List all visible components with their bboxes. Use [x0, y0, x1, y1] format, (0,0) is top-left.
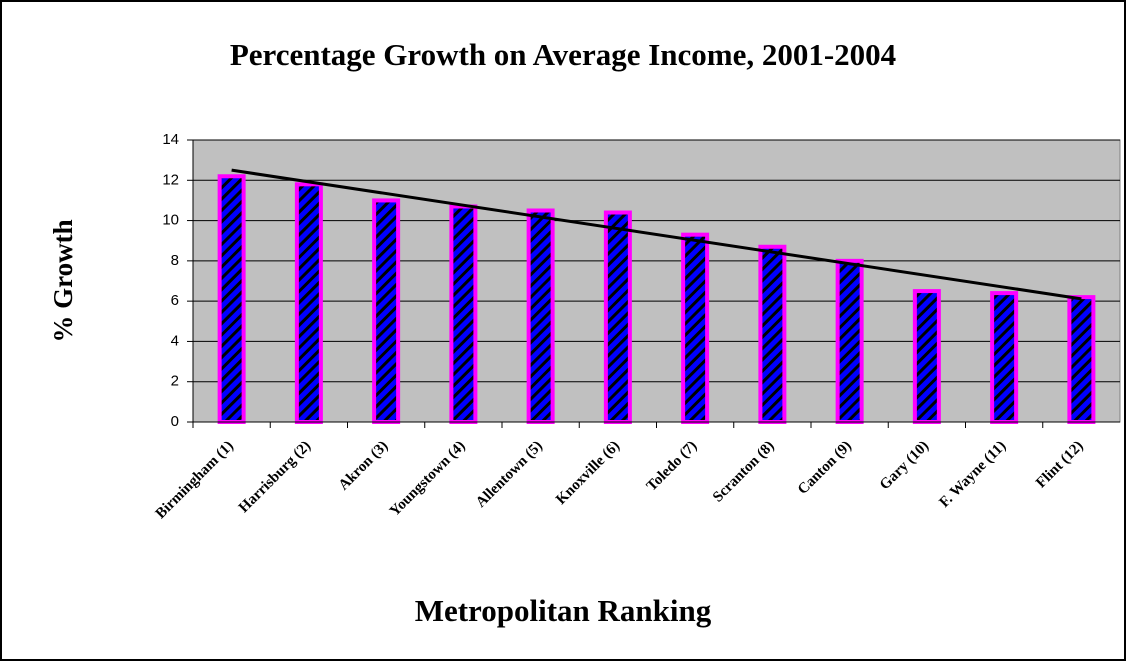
y-tick-label: 0	[171, 413, 179, 430]
y-tick-label: 2	[171, 373, 179, 390]
bar	[294, 182, 323, 424]
y-tick-label: 14	[162, 131, 179, 148]
bar	[758, 244, 787, 424]
bar	[912, 289, 941, 425]
y-tick-label: 4	[171, 332, 179, 349]
bar	[372, 198, 401, 424]
bar	[681, 232, 710, 424]
chart-title: Percentage Growth on Average Income, 200…	[230, 37, 896, 72]
x-axis-label: Metropolitan Ranking	[415, 593, 712, 628]
y-axis-label: % Growth	[48, 219, 78, 342]
bar	[1067, 295, 1096, 424]
bar	[990, 291, 1019, 425]
y-tick-label: 12	[162, 171, 179, 188]
bar	[603, 210, 632, 424]
y-tick-label: 6	[171, 292, 179, 309]
bar	[217, 174, 246, 424]
bar	[449, 204, 478, 424]
plot-area	[192, 139, 1121, 423]
trendline	[231, 168, 1082, 301]
bar	[835, 258, 864, 424]
bar	[526, 208, 555, 424]
y-tick-label: 10	[162, 212, 179, 229]
y-tick-label: 8	[171, 252, 179, 269]
